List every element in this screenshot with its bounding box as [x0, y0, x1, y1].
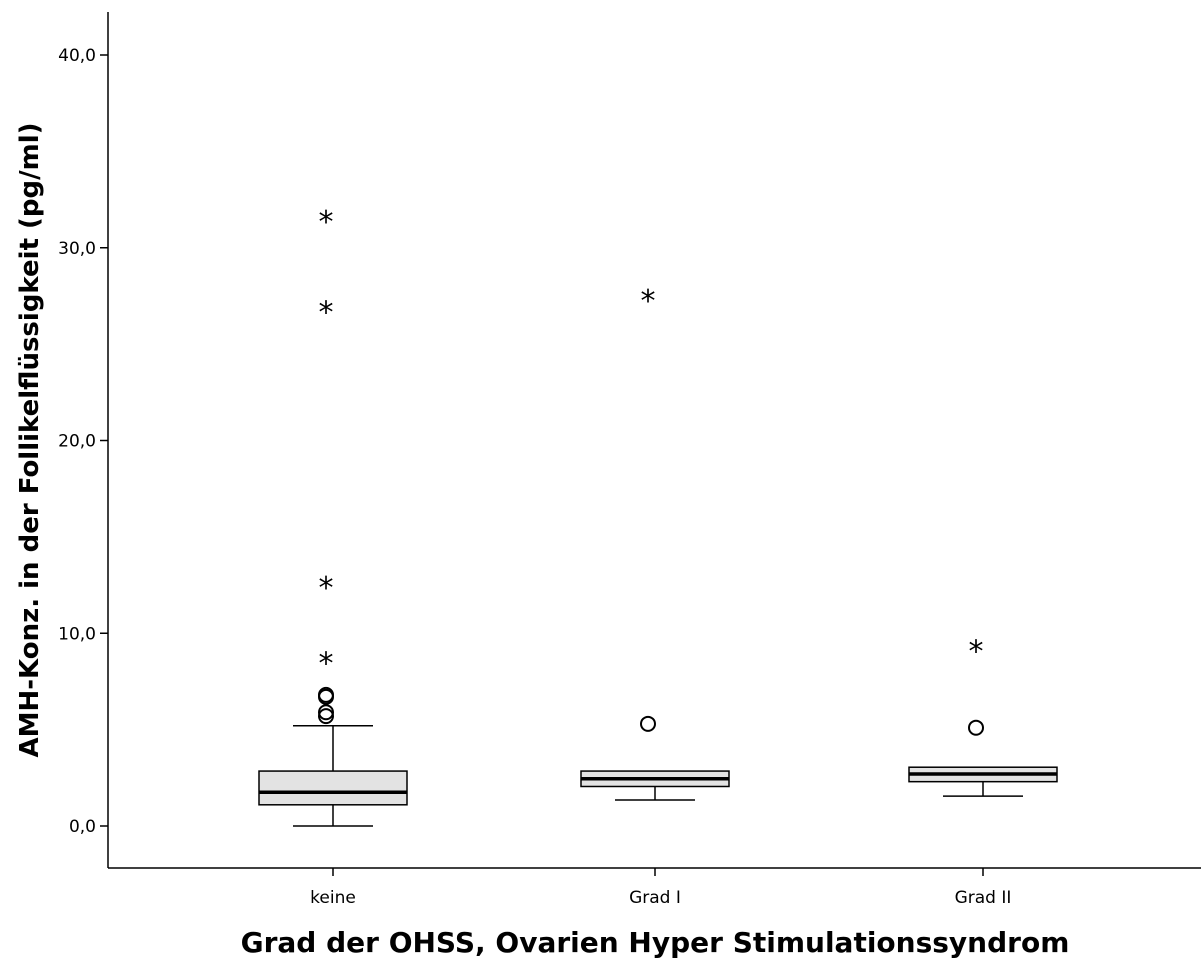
outlier-circle [318, 686, 334, 703]
x-axis-ticks: keine Grad I Grad II [310, 868, 1011, 908]
boxes [258, 725, 1058, 827]
box-keine [258, 725, 408, 827]
iqr-box [258, 770, 408, 806]
outlier-circle [640, 715, 656, 732]
outlier-circle [318, 704, 334, 721]
extreme-star: * [641, 284, 656, 319]
box-grad-ii [908, 766, 1058, 797]
y-tick-label: 40,0 [58, 46, 96, 66]
box-grad-i [580, 770, 730, 801]
extreme-star: * [319, 571, 334, 606]
x-axis-title: Grad der OHSS, Ovarien Hyper Stimulation… [241, 926, 1070, 959]
y-tick-label: 0,0 [69, 817, 96, 837]
x-tick-label: Grad I [629, 888, 681, 908]
extreme-star: * [319, 646, 334, 681]
extreme-star: * [319, 296, 334, 331]
extreme-star: * [969, 635, 984, 670]
x-tick-label: keine [310, 888, 356, 908]
axes [107, 12, 1201, 869]
y-axis-ticks: 0,0 10,0 20,0 30,0 40,0 [58, 46, 108, 837]
y-axis-title: AMH-Konz. in der Follikelflüssigkeit (pg… [15, 122, 45, 757]
y-tick-label: 10,0 [58, 624, 96, 644]
y-tick-label: 30,0 [58, 239, 96, 259]
outlier-circle [968, 719, 984, 736]
y-tick-label: 20,0 [58, 432, 96, 452]
x-tick-label: Grad II [955, 888, 1012, 908]
extreme-star: * [319, 205, 334, 240]
outlier-points: * * * * * * [318, 205, 984, 736]
